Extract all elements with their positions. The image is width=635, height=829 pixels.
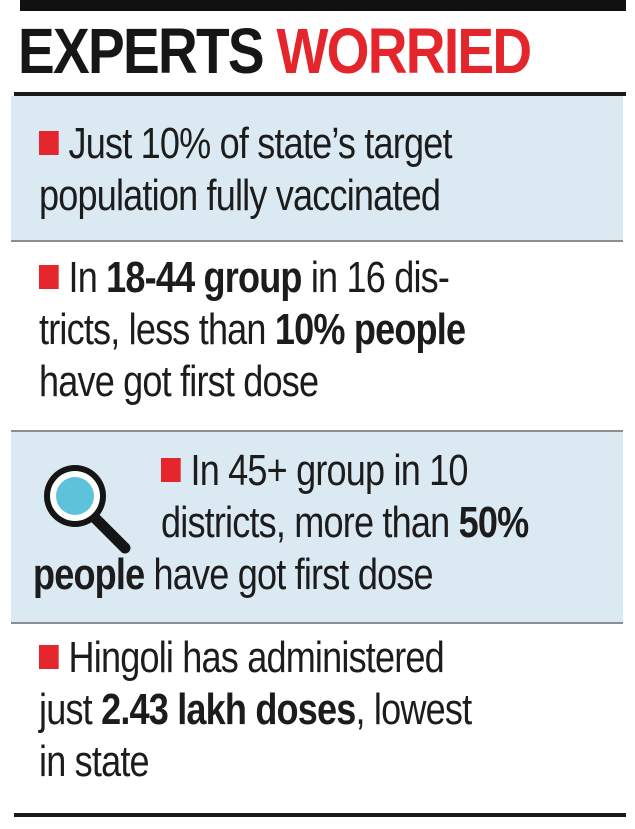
fact-item-4: Hingoli has administered just 2.43 lakh … <box>11 624 623 812</box>
fact-3-line-2: districts, more than 50% <box>161 498 529 547</box>
fact-2-line-2: tricts, less than 10% people <box>39 305 466 354</box>
headline-part-1: EXPERTS <box>18 15 265 87</box>
top-rule <box>20 0 626 11</box>
bullet-square-icon <box>39 645 59 669</box>
fact-1-line-2: population fully vaccinated <box>39 171 441 220</box>
magnifier-icon <box>44 465 131 554</box>
fact-4-line-3: in state <box>39 737 150 786</box>
fact-item-3: In 45+ group in 10 districts, more than … <box>11 432 623 622</box>
divider <box>11 430 623 432</box>
divider <box>11 240 623 242</box>
fact-4-line-1: Hingoli has administered <box>39 632 471 684</box>
fact-2-line-1: In 18-44 group in 16 dis- <box>39 252 465 304</box>
fact-2-line-3: have got first dose <box>39 357 319 406</box>
bullet-square-icon <box>161 458 181 482</box>
fact-1-line-1: Just 10% of state’s target <box>39 118 452 170</box>
bullet-square-icon <box>39 265 59 289</box>
fact-item-2: In 18-44 group in 16 dis- tricts, less t… <box>11 242 623 430</box>
headline: EXPERTS WORRIED <box>18 14 532 88</box>
headline-part-2: WORRIED <box>276 15 532 87</box>
facts-box <box>14 92 626 817</box>
fact-3-line-3: people have got first dose <box>33 550 434 599</box>
bullet-square-icon <box>39 131 59 155</box>
fact-3-line-1: In 45+ group in 10 <box>161 445 468 497</box>
fact-4-line-2: just 2.43 lakh doses, lowest <box>39 685 472 734</box>
fact-item-1: Just 10% of state’s target population fu… <box>11 96 623 240</box>
divider <box>11 622 623 624</box>
